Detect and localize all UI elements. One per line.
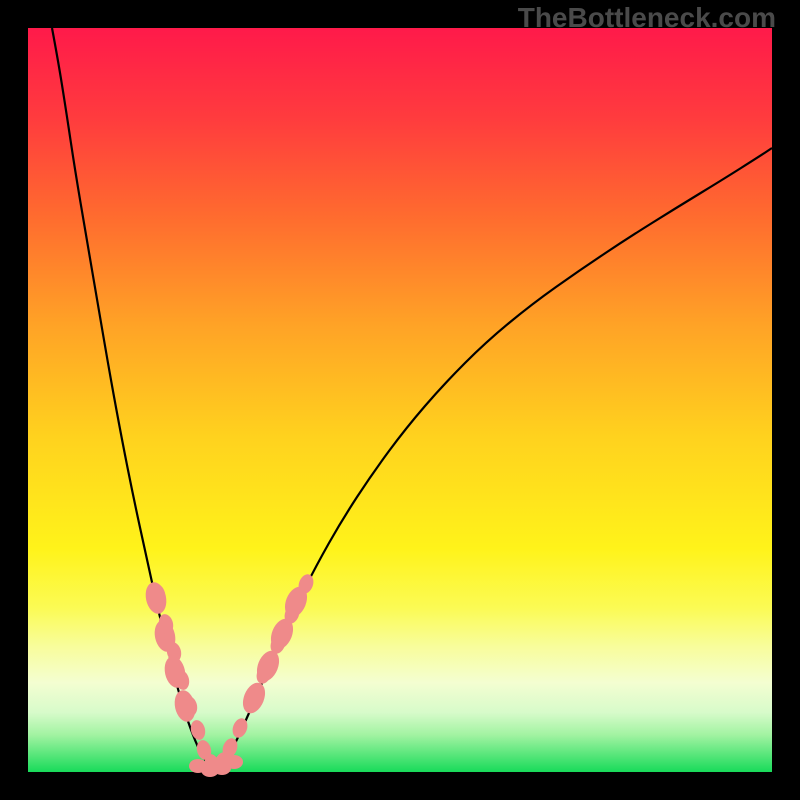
bead [189,719,207,742]
curve-layer [0,0,800,800]
bottleneck-curve [52,28,772,768]
bead [225,755,243,769]
watermark: TheBottleneck.com [518,2,776,34]
beads-group [143,572,316,777]
chart-container: TheBottleneck.com [0,0,800,800]
